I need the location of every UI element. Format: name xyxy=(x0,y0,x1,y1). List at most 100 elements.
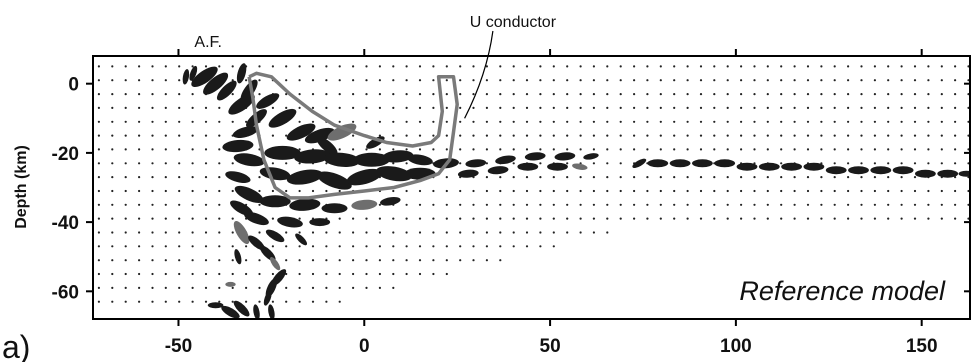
y-axis: 0 -20 -40 -60 xyxy=(52,75,970,303)
grid-dot-908 xyxy=(459,259,462,262)
grid-dot-124 xyxy=(847,79,850,82)
grid-dot-751 xyxy=(271,217,274,220)
grid-dot-886 xyxy=(164,259,167,262)
grid-dot-935 xyxy=(392,272,395,276)
grid-dot-42 xyxy=(646,65,649,68)
grid-dot-677 xyxy=(178,203,181,206)
grid-dot-64 xyxy=(940,65,943,68)
grid-dot-304 xyxy=(566,120,569,123)
grid-dot-287 xyxy=(338,120,341,123)
grid-dot-903 xyxy=(392,259,395,262)
grid-dot-122 xyxy=(820,79,823,82)
grid-dot-150 xyxy=(298,93,301,96)
grid-dot-377 xyxy=(646,134,649,137)
grid-dot-43 xyxy=(659,65,662,68)
grid-dot-912 xyxy=(85,273,87,275)
grid-dot-790 xyxy=(793,217,796,220)
grid-dot-132 xyxy=(954,79,957,82)
grid-dot-240 xyxy=(606,106,609,109)
tensor-ellipse-57 xyxy=(295,233,308,246)
grid-dot-976 xyxy=(245,300,248,303)
grid-dot-642 xyxy=(606,189,609,193)
grid-dot-395 xyxy=(887,134,890,137)
grid-dot-537 xyxy=(97,176,100,179)
grid-dot-362 xyxy=(445,134,448,137)
grid-dot-744 xyxy=(178,217,181,220)
grid-dot-794 xyxy=(847,217,850,220)
grid-dot-450 xyxy=(726,148,729,151)
grid-dot-205 xyxy=(138,106,141,109)
tensor-ellipse-60 xyxy=(495,155,516,165)
grid-dot-289 xyxy=(365,120,368,123)
grid-dot-204 xyxy=(124,106,127,109)
grid-dot-872 xyxy=(459,245,462,248)
grid-dot-366 xyxy=(499,134,502,137)
grid-dot-549 xyxy=(258,176,261,179)
u-conductor-annotation: U conductor xyxy=(470,14,557,31)
grid-dot-896 xyxy=(298,259,301,262)
grid-dot-36 xyxy=(566,65,569,68)
grid-dot-364 xyxy=(472,134,475,137)
grid-dot-342 xyxy=(178,134,181,137)
grid-dot-25 xyxy=(418,65,422,68)
grid-dot-38 xyxy=(592,65,596,68)
tensor-ellipse-32 xyxy=(286,123,316,141)
grid-dot-67 xyxy=(85,79,87,81)
grid-dot-905 xyxy=(418,259,422,262)
grid-dot-367 xyxy=(512,134,515,137)
grid-dot-587 xyxy=(766,176,769,179)
grid-dot-253 xyxy=(780,106,783,109)
grid-dot-118 xyxy=(766,79,769,82)
grid-dot-270 xyxy=(111,120,114,123)
tensor-ellipse-44 xyxy=(346,168,382,186)
grid-dot-777 xyxy=(619,217,622,220)
grid-dot-860 xyxy=(298,245,301,248)
grid-dot-950 xyxy=(218,286,221,289)
grid-dot-865 xyxy=(365,245,368,248)
grid-dot-83 xyxy=(298,79,301,82)
grid-dot-629 xyxy=(432,189,435,193)
tensor-ellipse-12 xyxy=(225,171,251,183)
grid-dot-641 xyxy=(592,189,596,193)
grid-dot-662 xyxy=(873,189,877,193)
grid-dot-925 xyxy=(258,272,261,276)
grid-dot-966 xyxy=(111,300,114,303)
grid-dot-157 xyxy=(392,93,395,96)
grid-dot-74 xyxy=(178,79,181,82)
grid-dot-579 xyxy=(659,176,662,179)
grid-dot-921 xyxy=(204,272,208,276)
grid-dot-695 xyxy=(418,203,422,206)
grid-dot-972 xyxy=(191,300,194,303)
grid-dot-533 xyxy=(940,162,943,165)
grid-dot-842 xyxy=(592,231,596,234)
grid-dot-761 xyxy=(405,217,408,220)
grid-dot-913 xyxy=(97,272,100,276)
tensor-ellipse-30 xyxy=(256,93,280,109)
grid-dot-215 xyxy=(271,106,274,109)
grid-dot-713 xyxy=(659,203,662,206)
grid-dot-359 xyxy=(405,134,408,137)
grid-dot-618 xyxy=(285,189,288,193)
grid-dot-30 xyxy=(485,65,488,68)
grid-dot-799 xyxy=(913,217,917,220)
grid-dot-101 xyxy=(539,79,542,82)
grid-dot-664 xyxy=(900,189,903,193)
grid-dot-187 xyxy=(793,93,796,96)
grid-dot-16 xyxy=(298,65,301,68)
grid-dot-895 xyxy=(285,259,288,262)
grid-dot-436 xyxy=(539,148,542,151)
grid-dot-190 xyxy=(833,93,836,96)
grid-dot-153 xyxy=(338,93,341,96)
grid-dot-280 xyxy=(245,120,248,123)
grid-dot-169 xyxy=(552,93,555,96)
grid-dot-525 xyxy=(833,162,836,165)
grid-dot-47 xyxy=(713,65,716,68)
grid-dot-316 xyxy=(726,120,729,123)
grid-dot-410 xyxy=(191,148,194,151)
grid-dot-720 xyxy=(753,203,756,206)
grid-dot-868 xyxy=(405,245,408,248)
grid-dot-259 xyxy=(860,106,863,109)
grid-dot-804 xyxy=(85,231,87,233)
grid-dot-892 xyxy=(245,259,248,262)
grid-dot-198 xyxy=(940,93,943,96)
